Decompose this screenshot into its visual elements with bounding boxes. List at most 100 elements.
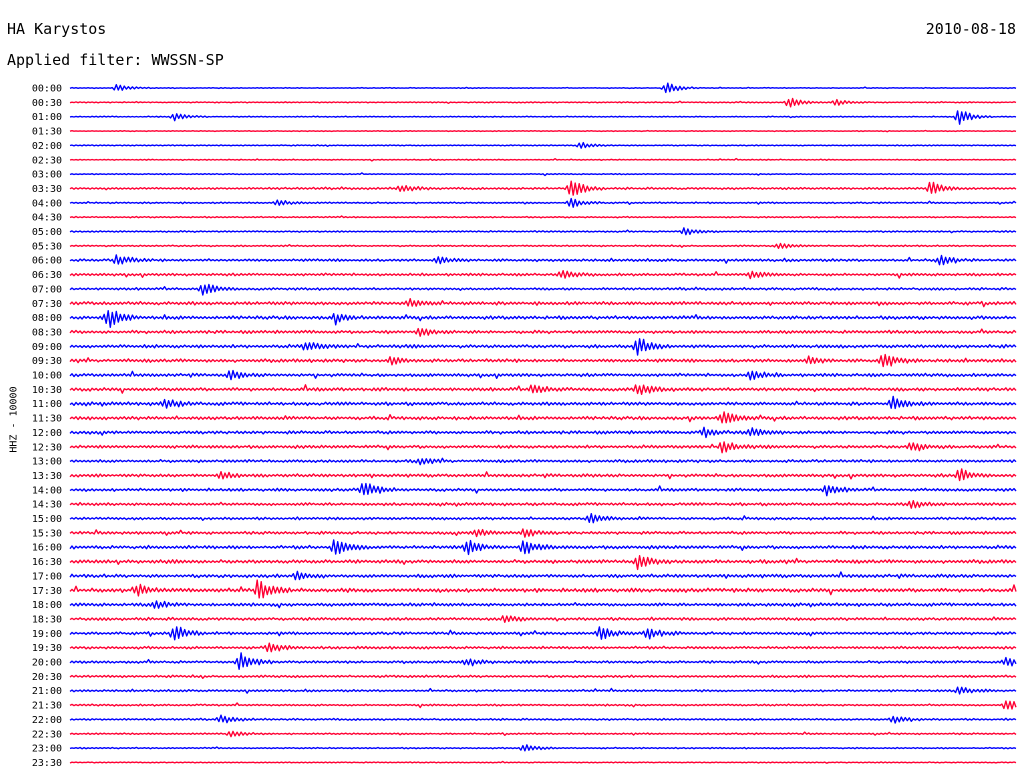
row-time-label: 10:30 xyxy=(32,385,62,396)
trace-line-1930 xyxy=(69,642,1017,653)
trace-line-1000 xyxy=(69,369,1017,381)
trace-line-1430 xyxy=(69,500,1017,509)
row-time-label: 01:00 xyxy=(32,112,62,123)
row-time-label: 21:30 xyxy=(32,701,62,712)
row-time-label: 12:00 xyxy=(32,428,62,439)
row-time-label: 22:30 xyxy=(32,729,62,740)
row-time-label: 21:00 xyxy=(32,686,62,697)
row-time-label: 04:30 xyxy=(32,213,62,224)
trace-line-0500 xyxy=(69,227,1017,236)
row-time-label: 16:00 xyxy=(32,543,62,554)
trace-line-2330 xyxy=(69,760,1017,764)
station-title: HA Karystos xyxy=(7,20,107,38)
trace-line-1130 xyxy=(69,411,1017,424)
trace-line-0130 xyxy=(69,129,1017,133)
filter-label: Applied filter: WWSSN-SP xyxy=(7,51,224,69)
trace-line-1600 xyxy=(69,539,1017,556)
trace-line-0200 xyxy=(69,141,1017,149)
row-time-label: 01:30 xyxy=(32,127,62,138)
trace-line-2300 xyxy=(69,744,1017,752)
row-time-label: 00:00 xyxy=(32,84,62,95)
trace-line-1300 xyxy=(69,457,1017,466)
row-time-label: 08:30 xyxy=(32,327,62,338)
traces xyxy=(69,82,1017,764)
row-time-label: 06:30 xyxy=(32,270,62,281)
row-time-label: 09:30 xyxy=(32,356,62,367)
trace-line-1730 xyxy=(69,579,1017,599)
trace-line-2000 xyxy=(69,652,1017,670)
row-time-label: 00:30 xyxy=(32,98,62,109)
trace-line-0430 xyxy=(69,215,1017,219)
trace-line-0230 xyxy=(69,157,1017,162)
trace-line-1530 xyxy=(69,528,1017,538)
row-time-label: 06:00 xyxy=(32,256,62,267)
trace-line-1330 xyxy=(69,468,1017,482)
trace-line-0600 xyxy=(69,254,1017,266)
row-time-label: 17:30 xyxy=(32,586,62,597)
trace-line-2130 xyxy=(69,700,1017,710)
row-time-label: 15:30 xyxy=(32,528,62,539)
trace-line-1200 xyxy=(69,426,1017,439)
trace-line-1100 xyxy=(69,395,1017,410)
date-label: 2010-08-18 xyxy=(925,20,1016,38)
row-time-label: 20:00 xyxy=(32,658,62,669)
row-time-label: 18:30 xyxy=(32,614,62,625)
row-time-label: 08:00 xyxy=(32,313,62,324)
row-time-label: 18:00 xyxy=(32,600,62,611)
row-time-label: 04:00 xyxy=(32,198,62,209)
trace-line-1230 xyxy=(69,441,1017,454)
row-time-label: 23:30 xyxy=(32,758,62,769)
row-time-label: 05:30 xyxy=(32,241,62,252)
row-time-label: 19:00 xyxy=(32,629,62,640)
row-time-label: 14:00 xyxy=(32,485,62,496)
trace-line-1900 xyxy=(69,626,1017,641)
row-time-label: 07:30 xyxy=(32,299,62,310)
row-time-label: 19:30 xyxy=(32,643,62,654)
row-time-label: 02:00 xyxy=(32,141,62,152)
row-time-label: 12:30 xyxy=(32,442,62,453)
trace-line-2100 xyxy=(69,686,1017,695)
trace-line-2030 xyxy=(69,674,1017,679)
row-time-label: 17:00 xyxy=(32,571,62,582)
row-time-label: 02:30 xyxy=(32,155,62,166)
trace-line-1400 xyxy=(69,482,1017,497)
row-time-label: 15:00 xyxy=(32,514,62,525)
row-time-label: 05:00 xyxy=(32,227,62,238)
trace-line-0000 xyxy=(69,82,1017,94)
row-time-label: 23:00 xyxy=(32,744,62,755)
trace-line-0330 xyxy=(69,180,1017,196)
trace-line-0100 xyxy=(69,110,1017,125)
trace-line-1700 xyxy=(69,570,1017,581)
trace-line-0730 xyxy=(69,298,1017,308)
trace-line-1830 xyxy=(69,615,1017,623)
trace-line-0630 xyxy=(69,270,1017,280)
row-time-label: 13:30 xyxy=(32,471,62,482)
row-time-label: 20:30 xyxy=(32,672,62,683)
row-time-label: 10:00 xyxy=(32,371,62,382)
row-time-label: 03:00 xyxy=(32,170,62,181)
trace-line-0900 xyxy=(69,338,1017,356)
trace-line-0700 xyxy=(69,283,1017,296)
trace-line-0930 xyxy=(69,353,1017,368)
trace-line-2200 xyxy=(69,714,1017,724)
trace-line-1030 xyxy=(69,384,1017,395)
row-time-label: 14:30 xyxy=(32,500,62,511)
trace-line-2230 xyxy=(69,730,1017,738)
trace-line-1800 xyxy=(69,600,1017,609)
row-time-label: 07:00 xyxy=(32,284,62,295)
trace-line-0830 xyxy=(69,327,1017,337)
row-time-label: 09:00 xyxy=(32,342,62,353)
trace-line-0300 xyxy=(69,172,1017,177)
trace-line-0800 xyxy=(69,310,1017,328)
tick-labels: 00:00 00:30 01:00 01:30 02:00 02:30 03:00 03:30… xyxy=(32,84,62,769)
trace-line-0030 xyxy=(69,97,1017,108)
row-time-label: 11:00 xyxy=(32,399,62,410)
row-time-label: 11:30 xyxy=(32,414,62,425)
row-time-label: 16:30 xyxy=(32,557,62,568)
trace-line-0530 xyxy=(69,242,1017,249)
trace-line-1500 xyxy=(69,513,1017,524)
row-time-label: 13:00 xyxy=(32,457,62,468)
row-time-label: 22:00 xyxy=(32,715,62,726)
trace-line-0400 xyxy=(69,197,1017,208)
